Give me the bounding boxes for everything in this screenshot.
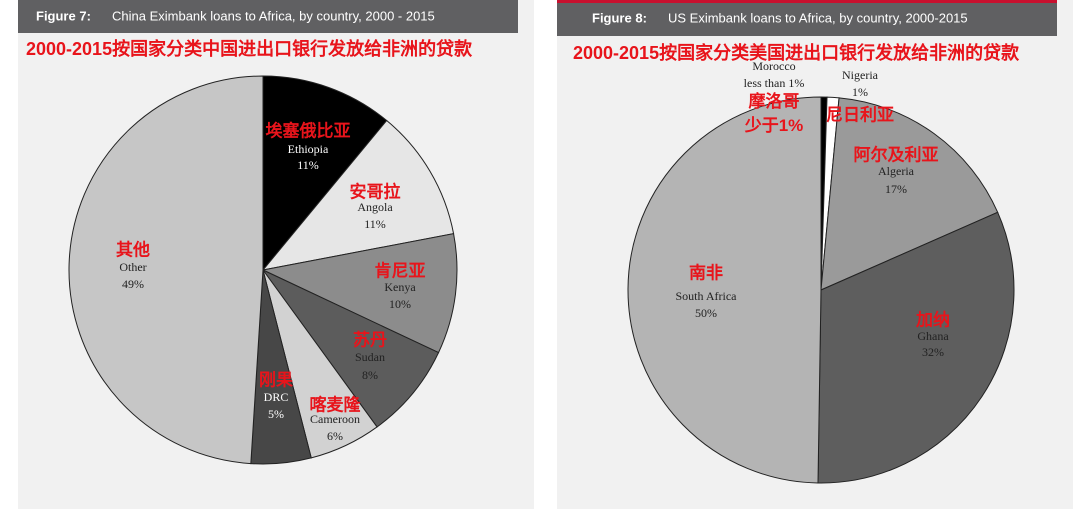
pie-slice bbox=[627, 96, 822, 484]
slice-value-label: 17% bbox=[885, 182, 907, 196]
slice-label: Sudan bbox=[355, 350, 385, 364]
slice-value-label: 50% bbox=[695, 306, 717, 320]
slice-label-zh: 埃塞俄比亚 bbox=[266, 120, 351, 140]
slice-label: Cameroon bbox=[310, 412, 360, 426]
slice-label: Ghana bbox=[917, 329, 949, 343]
figure-label: Figure 7: bbox=[36, 8, 91, 23]
pie-slice bbox=[261, 233, 458, 354]
slice-value-label: 10% bbox=[389, 297, 411, 311]
slice-value-label: 8% bbox=[362, 368, 378, 382]
slice-label: Nigeria bbox=[842, 68, 879, 82]
pie-slice bbox=[262, 269, 440, 428]
slice-label-zh: 苏丹 bbox=[353, 329, 387, 349]
slice-value-label: 5% bbox=[268, 407, 284, 421]
chart-title: US Eximbank loans to Africa, by country,… bbox=[668, 10, 968, 25]
header-bar bbox=[557, 0, 1057, 36]
slice-label-zh: 摩洛哥少于1% bbox=[744, 91, 804, 135]
slice-label: Angola bbox=[357, 200, 393, 214]
figure-label: Figure 8: bbox=[592, 10, 647, 25]
slice-label-zh: 尼日利亚 bbox=[826, 104, 894, 124]
slice-label-zh: 加纳 bbox=[915, 309, 950, 329]
slice-label: Kenya bbox=[384, 280, 416, 294]
slice-label: Algeria bbox=[878, 164, 915, 178]
chart-title: China Eximbank loans to Africa, by count… bbox=[112, 8, 435, 23]
pie-slice bbox=[262, 75, 388, 272]
slice-label-zh: 南非 bbox=[689, 262, 723, 282]
pie-slice bbox=[817, 211, 1015, 484]
slice-label-zh: 其他 bbox=[116, 239, 150, 259]
chart-subtitle: 2000-2015按国家分类中国进出口银行发放给非洲的贷款 bbox=[26, 38, 473, 59]
slice-value-label: 11% bbox=[297, 158, 319, 172]
slice-label-zh: 刚果 bbox=[259, 370, 293, 389]
slice-label: Ethiopia bbox=[288, 142, 329, 156]
pie-slice bbox=[261, 119, 455, 271]
slice-label: DRC bbox=[264, 390, 289, 404]
pie-slice bbox=[820, 97, 999, 291]
slice-value-label: 49% bbox=[122, 277, 144, 291]
slice-value-label: 1% bbox=[852, 85, 868, 99]
slice-label-zh: 喀麦隆 bbox=[310, 394, 362, 414]
slice-label: Morocco bbox=[752, 59, 795, 73]
slice-label: Other bbox=[119, 260, 146, 274]
slice-value-label: 32% bbox=[922, 345, 944, 359]
slice-value-label: 11% bbox=[364, 217, 386, 231]
pie-slice bbox=[68, 75, 264, 465]
slice-label-zh: 安哥拉 bbox=[350, 181, 401, 201]
header-accent bbox=[557, 0, 1057, 3]
slice-value-label: less than 1% bbox=[744, 76, 805, 90]
slice-label-zh: 肯尼亚 bbox=[375, 260, 426, 280]
slice-value-label: 6% bbox=[327, 429, 343, 443]
header-bar bbox=[18, 0, 518, 33]
chart-subtitle: 2000-2015按国家分类美国进出口银行发放给非洲的贷款 bbox=[573, 42, 1020, 63]
slice-label: South Africa bbox=[676, 289, 738, 303]
slice-label-zh: 阿尔及利亚 bbox=[854, 144, 939, 164]
